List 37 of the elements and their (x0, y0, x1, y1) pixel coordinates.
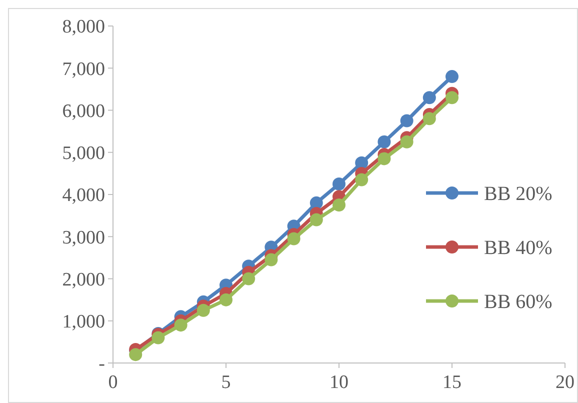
point (422, 91, 436, 104)
point (400, 135, 414, 148)
legend-label: BB 60% (484, 291, 552, 313)
x-tick-label: 10 (330, 372, 348, 393)
point (332, 177, 346, 190)
point (174, 318, 188, 332)
point (422, 112, 436, 126)
point (378, 135, 391, 148)
x-tick-label: 5 (221, 372, 231, 393)
y-tick-label: 5,000 (62, 143, 105, 164)
point (446, 70, 458, 84)
x-tick-label: 0 (108, 372, 118, 393)
y-tick-label: 4,000 (62, 185, 105, 206)
point (264, 253, 278, 266)
legend-label: BB 20% (484, 183, 552, 205)
point (287, 232, 300, 246)
y-tick-label: 3,000 (62, 227, 105, 248)
legend-label: BB 40% (484, 237, 552, 259)
y-tick-label: 6,000 (62, 100, 105, 122)
y-tick-label: 7,000 (62, 58, 105, 80)
point (400, 114, 414, 128)
point (378, 152, 391, 166)
point (220, 293, 232, 306)
y-tick-label: 2,000 (62, 269, 105, 290)
point (196, 304, 210, 317)
y-tick-label: - (98, 354, 105, 375)
point (332, 198, 346, 212)
x-tick-label: 15 (442, 372, 462, 393)
point (129, 348, 142, 362)
point (152, 331, 165, 344)
point (242, 272, 256, 286)
y-tick-label: 1,000 (62, 312, 105, 333)
point (355, 173, 368, 186)
point (446, 91, 458, 104)
point (310, 213, 323, 226)
y-tick-label: 8,000 (62, 16, 105, 38)
x-tick-label: 20 (556, 372, 574, 393)
